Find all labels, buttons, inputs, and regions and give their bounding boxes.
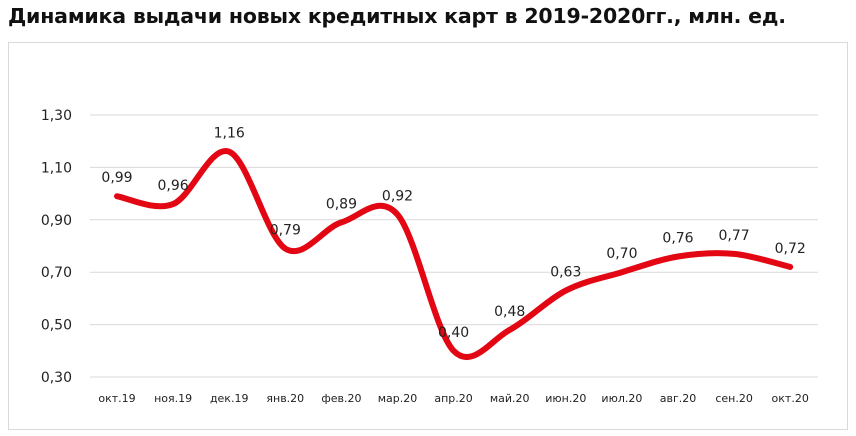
x-tick-label: мар.20 [378,392,418,405]
x-tick-label: ноя.19 [154,392,192,405]
x-tick-label: май.20 [490,392,530,405]
x-tick-label: сен.20 [715,392,753,405]
data-label: 0,99 [101,170,132,186]
data-label: 0,76 [662,230,693,246]
x-tick-label: апр.20 [434,392,472,405]
data-label: 0,63 [550,265,581,281]
data-label: 0,77 [719,228,750,244]
y-tick-label: 1,30 [41,108,72,124]
chart-frame [8,42,848,430]
data-label: 0,92 [382,189,413,205]
data-label: 0,40 [438,325,469,341]
x-tick-label: дек.19 [210,392,249,405]
data-label: 0,96 [158,178,189,194]
data-label: 0,48 [494,304,525,320]
data-label: 0,89 [326,196,357,212]
data-label: 0,79 [270,223,301,239]
x-tick-label: авг.20 [660,392,697,405]
data-labels: 0,99 0,96 1,16 0,79 0,89 0,92 0,40 0,48 0,63 0,70… [101,126,806,341]
y-tick-label: 0,30 [41,370,72,386]
x-tick-label: окт.19 [98,392,135,405]
series-line [114,148,794,360]
x-tick-label: июл.20 [601,392,642,405]
x-tick-label: янв.20 [266,392,304,405]
chart-title: Динамика выдачи новых кредитных карт в 2… [8,4,786,28]
gridlines [90,114,818,378]
data-label: 0,72 [775,241,806,257]
y-tick-label: 1,10 [41,160,72,176]
x-tick-label: июн.20 [545,392,586,405]
y-tick-label: 0,70 [41,265,72,281]
x-tick-label: фев.20 [321,392,361,405]
y-tick-label: 0,50 [41,318,72,334]
y-tick-label: 0,90 [41,213,72,229]
x-tick-label: окт.20 [772,392,809,405]
data-label: 0,70 [606,246,637,262]
y-axis-ticks: 0,30 0,50 0,70 0,90 1,10 1,30 [41,108,72,386]
data-label: 1,16 [214,126,245,142]
x-axis-ticks: окт.19 ноя.19 дек.19 янв.20 фев.20 мар.20 апр.… [98,392,808,405]
